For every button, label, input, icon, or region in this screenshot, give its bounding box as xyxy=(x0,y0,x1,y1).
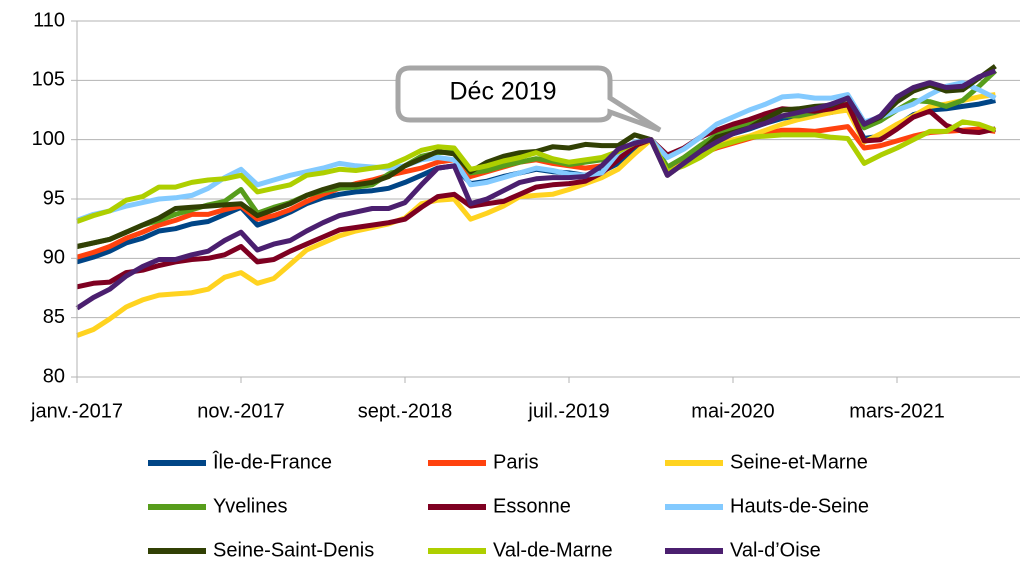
annotation: Déc 2019 xyxy=(449,78,556,106)
legend-label: Essonne xyxy=(493,495,571,517)
x-tick-label: sept.-2018 xyxy=(358,400,453,422)
series-line xyxy=(76,92,996,338)
lines xyxy=(75,64,998,338)
legend-label: Yvelines xyxy=(213,495,288,517)
legend-label: Île-de-France xyxy=(212,450,332,473)
y-tick-label: 90 xyxy=(43,247,65,269)
x-tick-label: juil.-2019 xyxy=(527,400,609,422)
x-tick-label: mars-2021 xyxy=(849,400,945,422)
y-tick-label: 105 xyxy=(32,69,65,91)
legend-label: Seine-Saint-Denis xyxy=(213,539,374,561)
legend-label: Paris xyxy=(493,451,539,473)
y-tick-label: 110 xyxy=(33,9,65,31)
legend: Île-de-France Paris Seine-et-Marne Yvelines… xyxy=(148,450,869,561)
series-line xyxy=(76,124,996,260)
legend-label: Val-d’Oise xyxy=(730,539,821,561)
x-tick-label: janv.-2017 xyxy=(30,400,123,422)
x-tick-label: nov.-2017 xyxy=(197,400,284,422)
series-line xyxy=(76,119,997,224)
legend-label: Hauts-de-Seine xyxy=(730,495,869,517)
callout: Déc 2019 xyxy=(395,65,662,133)
callout-box xyxy=(395,65,662,133)
y-tick-label: 80 xyxy=(43,365,65,387)
series-line xyxy=(76,80,997,223)
x-tick-label: mai-2020 xyxy=(691,400,774,422)
y-tick-label: 95 xyxy=(43,187,65,209)
legend-label: Seine-et-Marne xyxy=(730,451,868,473)
legend-label: Val-de-Marne xyxy=(493,539,613,561)
y-tick-label: 85 xyxy=(43,306,65,328)
axes: 80 85 90 95 100 105 110 janv.-2017 nov.-2017 sept… xyxy=(30,9,1020,422)
series-line xyxy=(75,68,997,311)
y-tick-label: 100 xyxy=(32,128,65,150)
series-line xyxy=(76,101,996,290)
